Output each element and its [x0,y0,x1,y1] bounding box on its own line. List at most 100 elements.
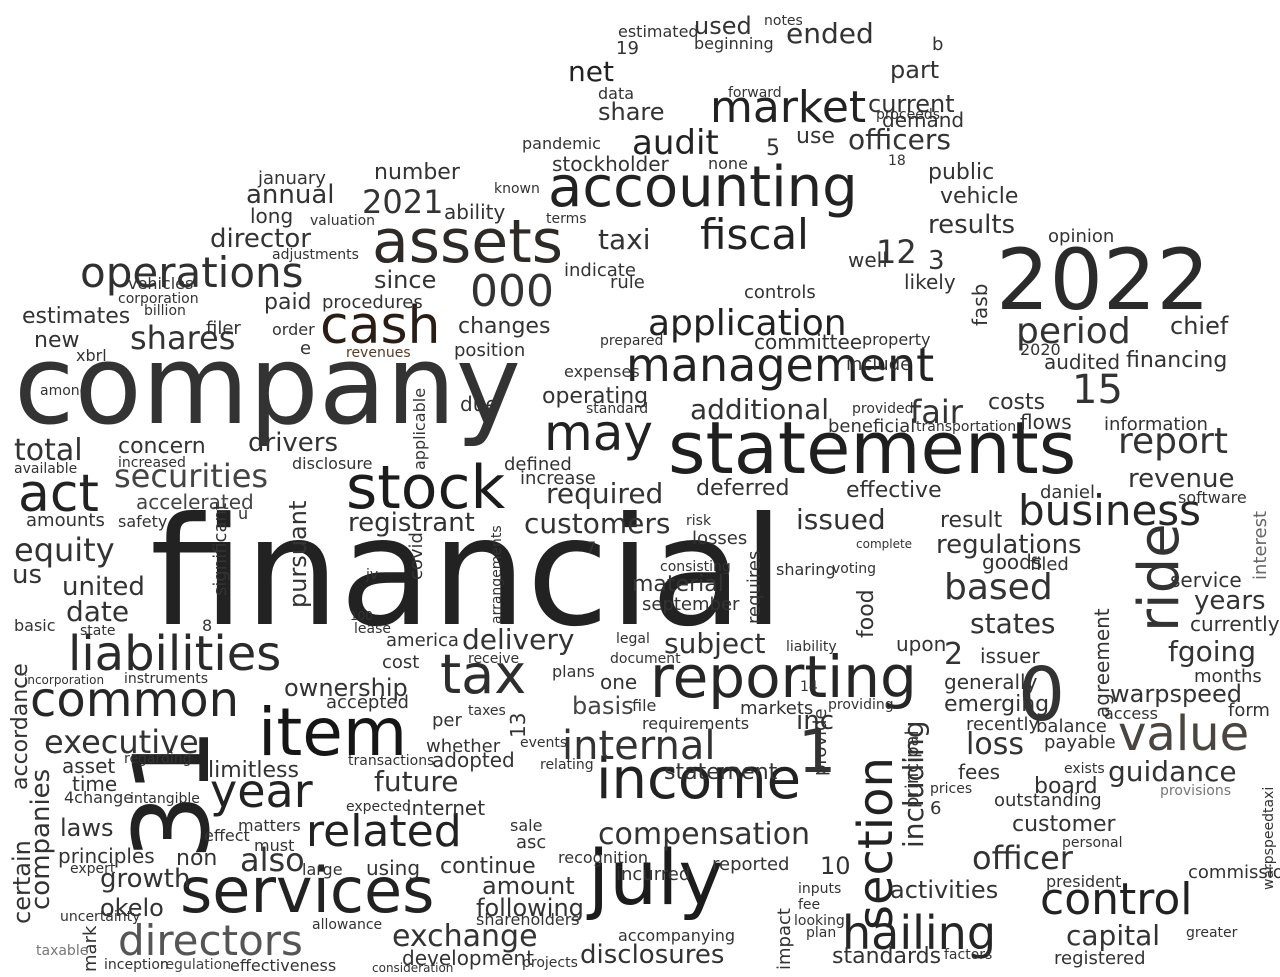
word-plans: plans [552,664,595,680]
word-greater: greater [1186,926,1237,940]
word-10: 10 [820,854,851,878]
word-providing: providing [828,698,894,712]
word-revenues: revenues [346,346,411,360]
word-interest: interest [1252,511,1270,580]
word-president: president [1046,874,1121,890]
word-us: us [12,562,42,588]
word-7: 7 [586,540,596,556]
word-rule: rule [610,274,645,292]
word-shareholders: shareholders [476,912,580,928]
word-filer: filer [206,320,241,338]
word-e: e [300,340,311,358]
word-currently: currently [1190,614,1280,634]
word-lease: lease [354,622,391,636]
word-000: 000 [470,270,554,314]
word-based: based [944,570,1053,606]
word-prepared: prepared [600,334,663,348]
word-section: section [852,757,900,930]
word-proceeds: proceeds [876,108,940,122]
word-fgoing: fgoing [1168,638,1256,666]
word-flows: flows [1020,412,1072,432]
word-issued: issued [796,506,886,534]
word-changes: changes [458,316,550,338]
word-per: per [432,712,462,730]
word-fiscal: fiscal [700,214,809,256]
word-beginning: beginning [694,36,774,52]
word-using: using [366,858,420,878]
word-form: form [1228,702,1270,720]
word-public: public [928,162,994,184]
word-voting: voting [832,562,876,576]
word-0: 0 [1018,658,1065,732]
word-results: results [928,212,1015,238]
word-taxi: taxi [598,226,651,254]
word-effective: effective [846,480,942,502]
word-2020: 2020 [1020,342,1061,358]
word-vehicles: vehicles [128,276,193,292]
word-one: one [600,672,637,692]
word-prices: prices [930,782,972,796]
word-disclosure: disclosure [292,456,373,472]
word-future: future [374,768,458,796]
word-procedures: procedures [322,294,423,312]
word-file: file [632,698,656,714]
word-legal: legal [616,632,650,646]
word-incorporation: incorporation [24,674,104,686]
word-officer: officer [972,842,1073,874]
word-chief: chief [1170,314,1228,338]
word-use: use [796,126,835,148]
word-outstanding: outstanding [994,792,1102,810]
word-transactions: transactions [348,754,434,768]
word-none: none [708,156,748,172]
word-disclosures: disclosures [580,942,724,968]
word-expenses: expenses [564,364,640,380]
word-information: information [1104,416,1208,434]
word-relating: relating [540,758,594,772]
word-committee: committee [754,332,862,352]
word-2: 2 [944,640,963,670]
word-internet: internet [406,798,485,818]
word-requirements: requirements [642,716,749,732]
word-allowance: allowance [312,918,382,932]
word-covid: covid [408,532,426,580]
word-opinion: opinion [1048,228,1114,246]
word-6: 6 [930,800,941,818]
word-complete: complete [856,538,912,550]
word-accompanying: accompanying [618,928,735,944]
word-new: new [34,330,79,352]
word-instruments: instruments [124,672,208,686]
word-increase: increase [520,470,596,488]
word-continue: continue [440,856,536,878]
word-adjustments: adjustments [272,248,359,262]
word-america: america [386,632,459,650]
word-upon: upon [896,634,946,654]
word-terms: terms [546,212,587,226]
word-vehicle: vehicle [940,186,1018,208]
word-fasb: fasb [970,284,990,326]
word-increased: increased [118,456,186,470]
word-document: document [610,652,681,666]
word-asset: asset [62,756,115,776]
word-deferred: deferred [696,478,790,500]
word-cost: cost [382,654,419,672]
word-inception: inception [104,958,169,972]
word-applicable: applicable [412,388,428,470]
word-effectiveness: effectiveness [230,958,336,974]
word-months: months [1194,668,1262,686]
word-large: large [302,862,343,878]
word-financing: financing [1126,350,1227,372]
word-valuation: valuation [310,214,375,228]
word-among: among [40,384,89,398]
word-january: january [258,170,326,188]
word-losses: losses [692,530,747,548]
word-provide: provide [812,708,830,776]
word-customer: customer [1012,814,1116,836]
word-net: net [568,58,614,86]
word-incurred: incurred [616,866,690,884]
word-18: 18 [888,154,906,168]
word-amounts: amounts [26,512,105,530]
word-risk: risk [686,514,711,528]
word-consideration: consideration [372,962,453,974]
word-sharing: sharing [776,562,836,578]
word-beneficial: beneficial [828,418,915,436]
